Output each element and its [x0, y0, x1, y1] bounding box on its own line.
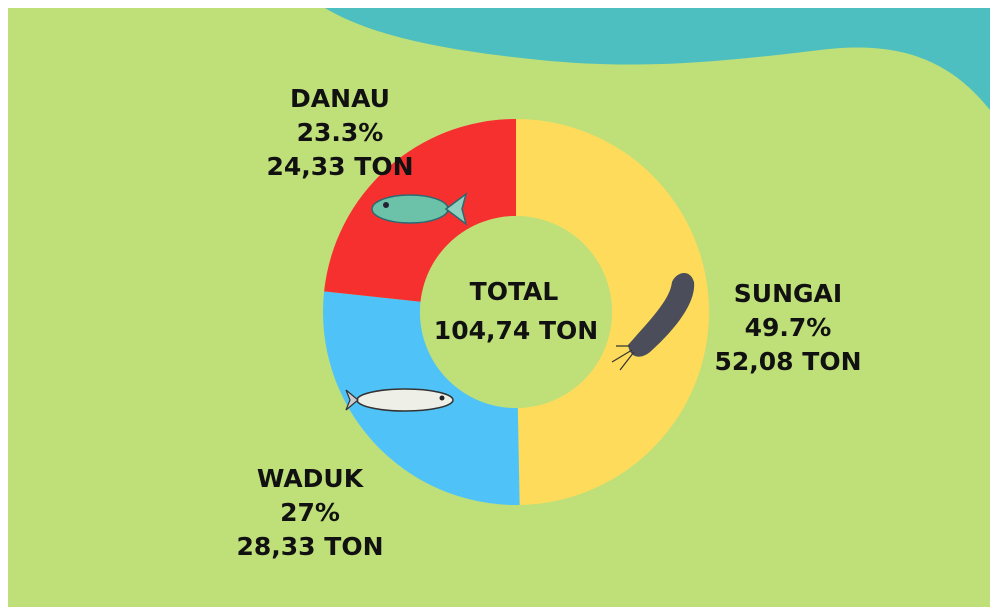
amount-label: 52,08 TON	[714, 347, 861, 376]
wave	[325, 8, 990, 110]
fish-waduk	[345, 388, 454, 412]
center-title: TOTAL	[470, 277, 559, 306]
donut	[323, 118, 710, 506]
fish-danau	[371, 192, 468, 226]
value-label: 49.7%	[745, 313, 832, 342]
value-label: 23.3%	[297, 118, 384, 147]
center-text: 104,74 TON	[434, 316, 598, 345]
donut-hole	[420, 216, 612, 408]
category-label: SUNGAI	[734, 279, 842, 308]
category-label: DANAU	[290, 84, 390, 113]
fish-icons	[345, 192, 695, 412]
amount-label: 24,33 TON	[266, 152, 413, 181]
amount-label: 28,33 TON	[236, 532, 383, 561]
category-label: WADUK	[257, 464, 365, 493]
value-label: 27%	[280, 498, 340, 527]
fish-sungai	[611, 272, 695, 371]
slice	[516, 118, 710, 505]
